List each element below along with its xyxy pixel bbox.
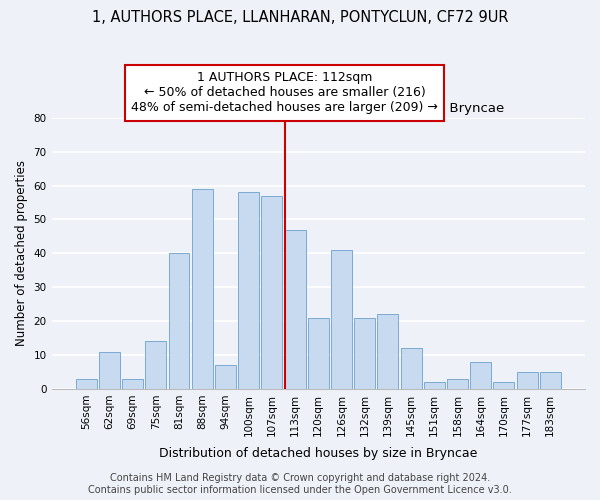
Bar	[145, 342, 166, 389]
Bar	[76, 378, 97, 389]
Bar	[238, 192, 259, 389]
Bar	[470, 362, 491, 389]
Title: Size of property relative to detached houses in Bryncae: Size of property relative to detached ho…	[132, 102, 505, 116]
Bar	[215, 365, 236, 389]
Bar	[493, 382, 514, 389]
Bar	[331, 250, 352, 389]
Bar	[192, 189, 212, 389]
Bar	[540, 372, 561, 389]
Text: Contains HM Land Registry data © Crown copyright and database right 2024.
Contai: Contains HM Land Registry data © Crown c…	[88, 474, 512, 495]
Bar	[99, 352, 120, 389]
X-axis label: Distribution of detached houses by size in Bryncae: Distribution of detached houses by size …	[159, 447, 478, 460]
Bar	[262, 196, 283, 389]
Bar	[284, 230, 305, 389]
Bar	[401, 348, 422, 389]
Bar	[169, 254, 190, 389]
Bar	[447, 378, 468, 389]
Bar	[308, 318, 329, 389]
Bar	[424, 382, 445, 389]
Bar	[354, 318, 375, 389]
Bar	[377, 314, 398, 389]
Y-axis label: Number of detached properties: Number of detached properties	[15, 160, 28, 346]
Bar	[122, 378, 143, 389]
Text: 1, AUTHORS PLACE, LLANHARAN, PONTYCLUN, CF72 9UR: 1, AUTHORS PLACE, LLANHARAN, PONTYCLUN, …	[92, 10, 508, 25]
Text: 1 AUTHORS PLACE: 112sqm
← 50% of detached houses are smaller (216)
48% of semi-d: 1 AUTHORS PLACE: 112sqm ← 50% of detache…	[131, 72, 438, 114]
Bar	[517, 372, 538, 389]
